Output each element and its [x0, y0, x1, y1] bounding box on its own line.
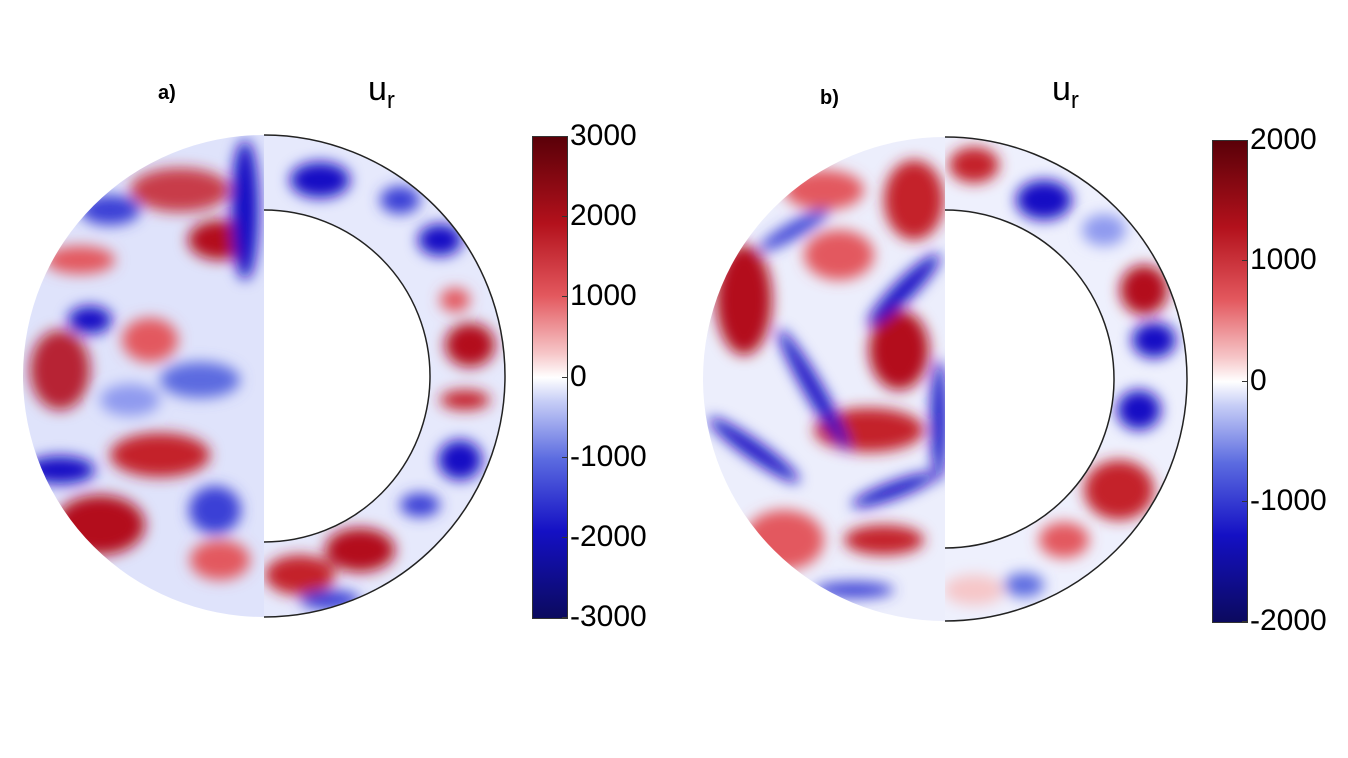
- panel-b-colorbar-tick-mark: [1242, 380, 1248, 382]
- panel-a-colorbar: [532, 136, 568, 619]
- panel-a-colorbar-tick-mark: [562, 376, 568, 378]
- panel-b-colorbar: [1212, 140, 1248, 623]
- panel-b-colorbar-tick-mark: [1242, 260, 1248, 262]
- panel-a-colorbar-tick-mark: [562, 296, 568, 298]
- panel-b-surface-hemisphere: [703, 137, 945, 621]
- panel-a-colorbar-tick-label: -3000: [570, 600, 647, 633]
- panel-a-colorbar-tick-label: -2000: [570, 519, 647, 553]
- panel-a: a) ur: [23, 70, 647, 633]
- panel-b-label: b): [820, 87, 839, 109]
- panel-a-colorbar-tick-label: 2000: [570, 199, 637, 233]
- panel-a-colorbar-tick-label: 1000: [570, 279, 637, 313]
- panel-b-colorbar-tick-label: 0: [1250, 363, 1267, 397]
- panel-b-inner-boundary: [944, 209, 1115, 549]
- panel-a-surface-hemisphere: [23, 135, 264, 617]
- panel-b: b) ur: [674, 0, 1348, 758]
- panel-a-inner-boundary: [263, 209, 431, 543]
- panel-a-colorbar-tick-label: 0: [570, 359, 587, 393]
- panel-b-colorbar-tick-label: -2000: [1250, 604, 1327, 637]
- panel-a-colorbar-tick-mark: [562, 136, 568, 137]
- panel-a-outer-boundary: [263, 134, 506, 618]
- panel-b-ring-slice: [945, 137, 1187, 621]
- panel-b-outer-boundary: [944, 136, 1188, 622]
- panel-a-variable-title: ur: [368, 70, 395, 114]
- panel-a-label: a): [158, 82, 176, 104]
- panel-b-colorbar-tick-label: 1000: [1250, 243, 1317, 277]
- panel-b-globe-figure: [703, 136, 1188, 622]
- panel-a-colorbar-tick-mark: [562, 536, 568, 538]
- panel-b-variable-title: ur: [1052, 70, 1079, 114]
- panel-a-colorbar-tick-mark: [562, 216, 568, 218]
- panel-b-colorbar-tick-label: -1000: [1250, 483, 1327, 517]
- panel-a-colorbar-tick-label: 3000: [570, 119, 637, 152]
- panel-b-colorbar-tick-mark: [1242, 500, 1248, 502]
- panel-a-colorbar-tick-label: -1000: [570, 439, 647, 473]
- panel-a-globe-figure: [23, 134, 506, 618]
- panel-a-ring-slice: [264, 135, 505, 617]
- panel-a-colorbar-tick-mark: [562, 617, 568, 618]
- panel-a-colorbar-tick-mark: [562, 456, 568, 458]
- panel-b-colorbar-tick-mark: [1242, 140, 1248, 141]
- panel-b-colorbar-tick-mark: [1242, 621, 1248, 622]
- panel-b-colorbar-tick-label: 2000: [1250, 123, 1317, 156]
